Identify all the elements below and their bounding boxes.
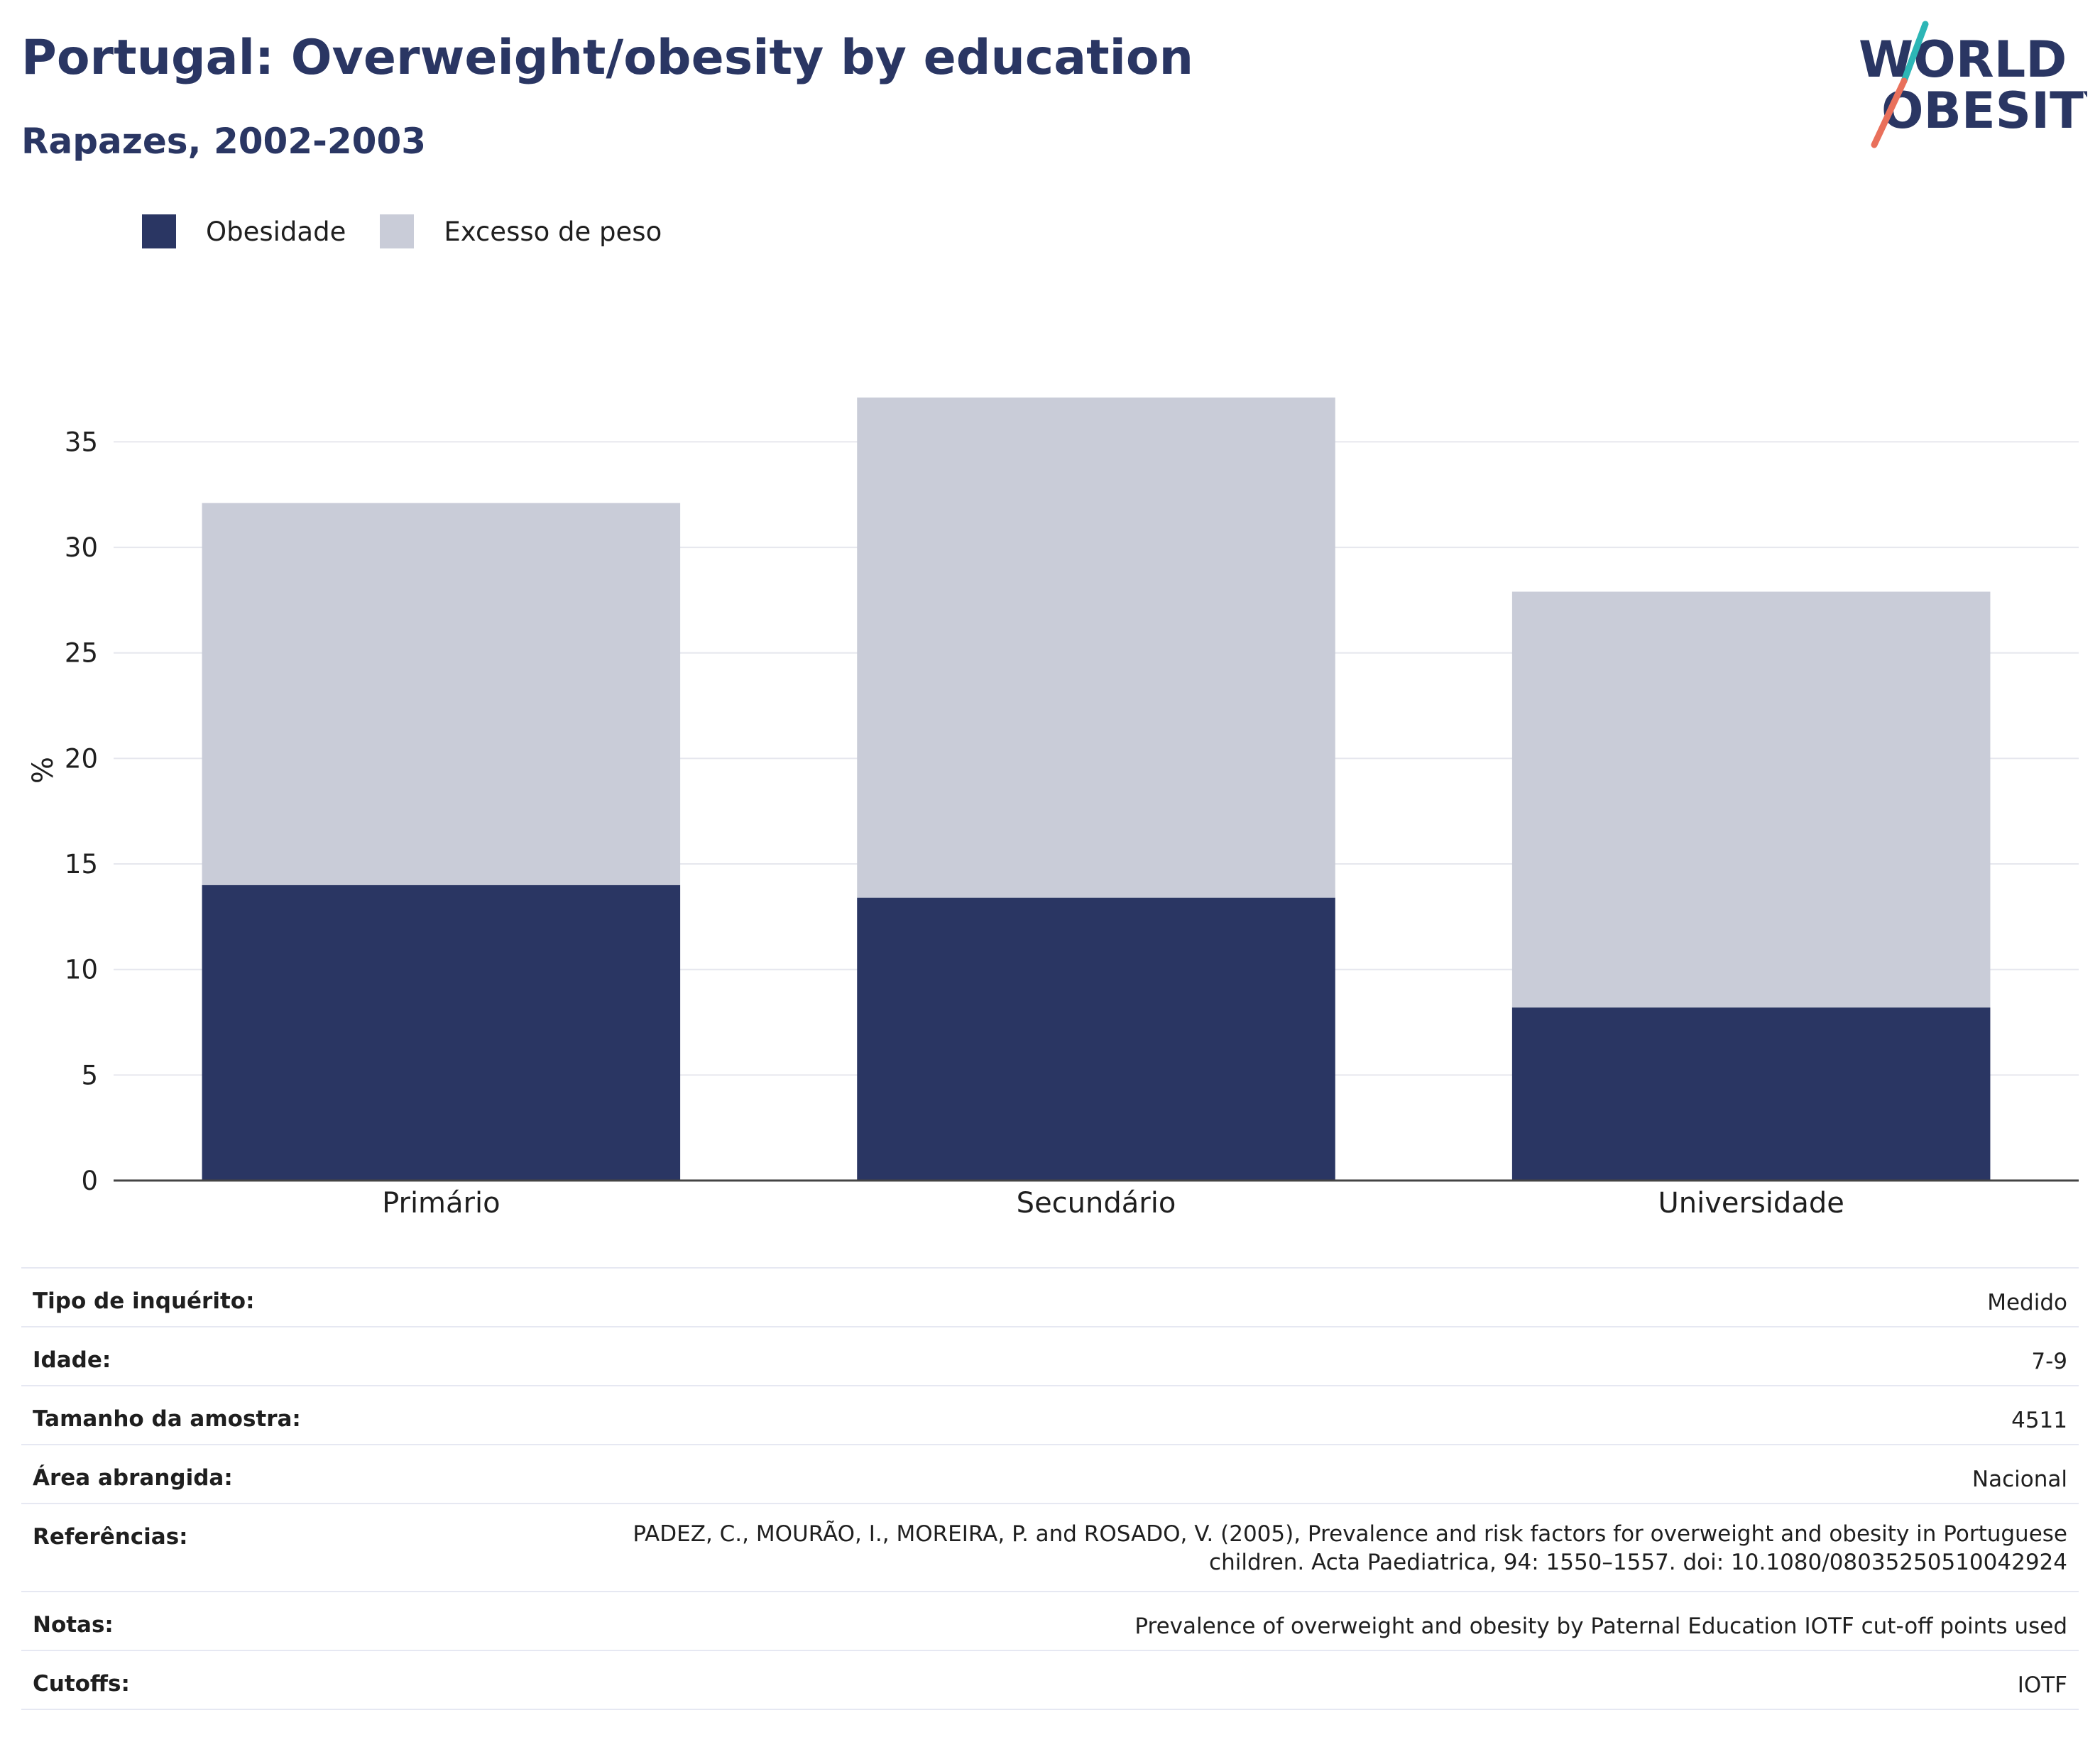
info-value: 4511 — [2011, 1408, 2067, 1433]
bar-obesidade — [857, 897, 1335, 1181]
info-row-cutoffs: Cutoffs: IOTF — [21, 1651, 2079, 1710]
info-value: Prevalence of overweight and obesity by … — [1134, 1614, 2067, 1639]
info-row-area: Área abrangida: Nacional — [21, 1445, 2079, 1504]
info-label: Referências: — [33, 1524, 188, 1550]
info-label: Tamanho da amostra: — [33, 1406, 301, 1432]
bar-excesso-de-peso — [202, 503, 681, 885]
legend-item-obesidade[interactable]: Obesidade — [142, 214, 346, 248]
bar-obesidade — [202, 885, 681, 1181]
info-row-idade: Idade: 7-9 — [21, 1327, 2079, 1386]
chart-legend: Obesidade Excesso de peso — [142, 210, 696, 253]
chart-subtitle: Rapazes, 2002-2003 — [21, 121, 427, 162]
info-row-tamanho: Tamanho da amostra: 4511 — [21, 1386, 2079, 1445]
y-axis-label: % — [27, 757, 60, 784]
info-label: Idade: — [33, 1347, 111, 1373]
info-row-notas: Notas: Prevalence of overweight and obes… — [21, 1592, 2079, 1651]
legend-item-excesso-de-peso[interactable]: Excesso de peso — [380, 214, 662, 248]
y-tick-label: 30 — [65, 532, 98, 563]
y-tick-label: 10 — [65, 955, 98, 985]
legend-swatch-excesso-de-peso — [380, 214, 415, 248]
survey-info-table: Tipo de inquérito: Medido Idade: 7-9 Tam… — [21, 1267, 2079, 1710]
bar-excesso-de-peso — [857, 398, 1335, 898]
y-tick-label: 5 — [81, 1060, 98, 1090]
legend-swatch-obesidade — [142, 214, 176, 248]
world-obesity-logo: WORLD OBESITY — [1859, 21, 2087, 148]
logo-slash-top — [1901, 21, 1929, 84]
info-value: Medido — [1987, 1290, 2067, 1315]
y-tick-label: 0 — [81, 1166, 98, 1196]
info-value: 7-9 — [2031, 1349, 2067, 1374]
info-label: Notas: — [33, 1612, 114, 1638]
legend-label-obesidade: Obesidade — [206, 216, 346, 247]
x-tick-label: Secundário — [1017, 1187, 1176, 1220]
x-tick-label: Universidade — [1658, 1187, 1844, 1220]
legend-label-excesso-de-peso: Excesso de peso — [444, 216, 662, 247]
info-label: Cutoffs: — [33, 1671, 130, 1697]
x-tick-label: Primário — [382, 1187, 500, 1220]
info-row-referencias: Referências: PADEZ, C., MOURÃO, I., MORE… — [21, 1504, 2079, 1592]
info-row-tipo: Tipo de inquérito: Medido — [21, 1269, 2079, 1327]
y-tick-label: 25 — [65, 638, 98, 669]
y-tick-label: 15 — [65, 849, 98, 880]
stacked-bar-chart: % 0 5 10 15 20 25 30 35 Primário Secundário Univer… — [27, 398, 2079, 1220]
bar-excesso-de-peso — [1511, 591, 1991, 1008]
logo-line2: OBESITY — [1881, 82, 2087, 140]
info-label: Área abrangida: — [33, 1465, 233, 1491]
logo-slash-bottom — [1871, 77, 1908, 148]
chart-title: Portugal: Overweight/obesity by educatio… — [21, 30, 1194, 86]
info-label: Tipo de inquérito: — [33, 1288, 255, 1314]
info-value: IOTF — [2017, 1672, 2067, 1698]
info-value: Nacional — [1972, 1467, 2067, 1492]
y-tick-label: 35 — [65, 427, 98, 457]
logo-line1: WORLD — [1859, 31, 2067, 89]
info-value: PADEZ, C., MOURÃO, I., MOREIRA, P. and R… — [633, 1521, 2067, 1575]
bar-obesidade — [1511, 1007, 1991, 1181]
y-tick-label: 20 — [65, 743, 98, 774]
